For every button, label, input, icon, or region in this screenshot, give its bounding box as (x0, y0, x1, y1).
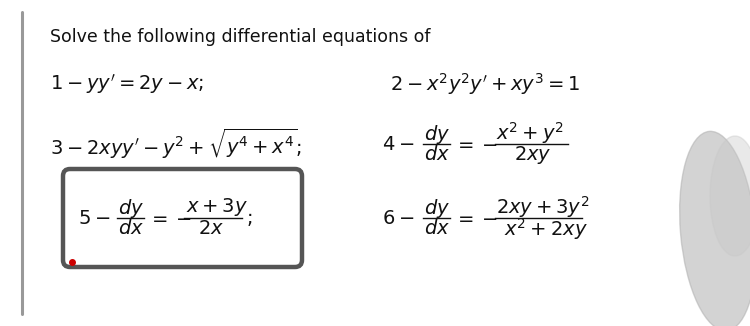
Text: $2 - x^2y^2y' + xy^3 = 1$: $2 - x^2y^2y' + xy^3 = 1$ (390, 71, 580, 97)
Text: $4 -$: $4 -$ (382, 135, 415, 154)
Ellipse shape (680, 131, 750, 326)
Text: Solve the following differential equations of: Solve the following differential equatio… (50, 28, 430, 46)
Text: $x^2 + y^2$: $x^2 + y^2$ (496, 120, 564, 146)
Ellipse shape (710, 136, 750, 256)
Text: $dy$: $dy$ (424, 197, 450, 219)
Text: $dx$: $dx$ (424, 219, 450, 239)
Text: $dx$: $dx$ (424, 145, 450, 165)
FancyBboxPatch shape (63, 169, 302, 267)
Text: $2x$: $2x$ (198, 219, 224, 239)
Text: $2xy$: $2xy$ (514, 144, 552, 166)
Text: $5 -$: $5 -$ (78, 209, 110, 228)
Text: $3 - 2xyy' - y^2 + \sqrt{y^4 + x^4};$: $3 - 2xyy' - y^2 + \sqrt{y^4 + x^4};$ (50, 127, 302, 161)
Text: $= -$: $= -$ (148, 209, 192, 228)
Text: $= -$: $= -$ (454, 135, 498, 154)
Text: $dy$: $dy$ (424, 123, 450, 145)
Text: $2xy + 3y^2$: $2xy + 3y^2$ (496, 194, 590, 220)
Text: $dy$: $dy$ (118, 197, 144, 219)
Text: $6 -$: $6 -$ (382, 209, 415, 228)
Text: $dx$: $dx$ (118, 219, 144, 239)
Text: $;$: $;$ (246, 209, 252, 228)
Text: $x + 3y$: $x + 3y$ (186, 196, 248, 218)
Text: $1 - yy' = 2y - x;$: $1 - yy' = 2y - x;$ (50, 72, 204, 96)
Text: $x^2 + 2xy$: $x^2 + 2xy$ (504, 216, 588, 242)
Text: $= -$: $= -$ (454, 209, 498, 228)
